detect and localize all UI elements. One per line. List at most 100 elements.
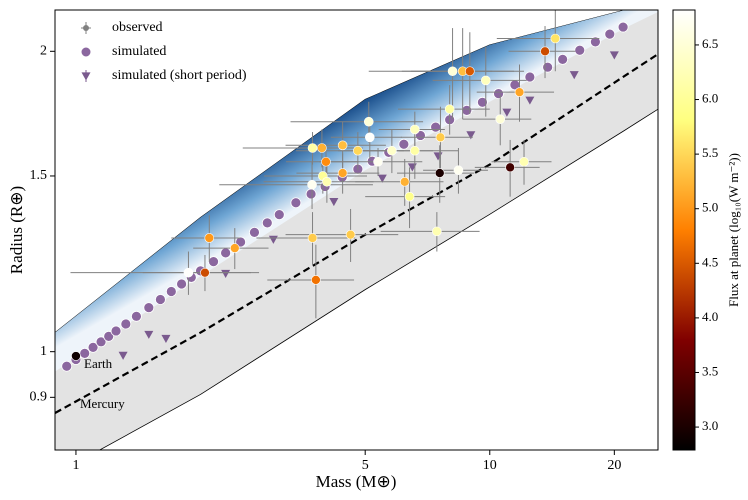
legend: observed simulated simulated (short period… <box>80 20 247 83</box>
colorbar-tick-label: 5.0 <box>702 200 718 215</box>
simulated-point <box>273 209 285 221</box>
observed-point <box>353 145 363 156</box>
simulated-point <box>261 217 273 229</box>
x-axis-label: Mass (M⊕) <box>316 472 397 491</box>
observed-point <box>317 143 327 153</box>
simulated-point <box>208 256 219 268</box>
short-period-point <box>525 96 535 105</box>
observed-point <box>229 243 240 253</box>
legend-label: simulated <box>112 44 166 59</box>
observed-point <box>387 145 397 156</box>
legend-label: simulated (short period) <box>112 68 247 83</box>
x-tick-label: 20 <box>607 458 621 473</box>
dashed-line <box>55 53 658 414</box>
simulated-point <box>477 96 488 108</box>
short-period-point <box>118 351 128 360</box>
short-period-point <box>221 269 231 279</box>
short-period-point <box>466 131 476 140</box>
simulated-point <box>249 226 260 238</box>
simulated-point <box>131 310 142 322</box>
legend-label: observed <box>112 20 163 35</box>
observed-point <box>345 229 356 240</box>
simulated-point <box>557 53 569 65</box>
annotation: Mercury <box>80 396 125 411</box>
observed-point <box>337 168 348 178</box>
simulated-point <box>524 71 536 83</box>
simulated-point <box>604 28 616 40</box>
simulated-point <box>110 325 122 337</box>
simulated-point <box>305 188 317 200</box>
short-period-point <box>377 174 387 183</box>
observed-point <box>307 179 317 190</box>
simulated-point <box>290 197 302 209</box>
simulated-point <box>61 360 73 372</box>
simulated-point <box>398 138 410 150</box>
observed-point <box>183 267 194 278</box>
short-period-point <box>144 330 154 339</box>
observed-point <box>365 132 375 143</box>
plot-area <box>55 10 658 450</box>
plot-frame <box>54 9 659 451</box>
observed-point <box>435 132 446 143</box>
short-period-point <box>569 71 579 80</box>
colorbar-tick-label: 6.0 <box>702 91 718 106</box>
simulated-point <box>176 278 187 290</box>
colorbar-tick-label: 4.0 <box>702 309 718 324</box>
y-tick-label: 2 <box>40 44 47 59</box>
observed-point <box>540 46 550 57</box>
observed-point <box>337 140 348 151</box>
y-tick-label: 1.5 <box>30 168 48 183</box>
colorbar-tick-label: 3.5 <box>702 363 718 378</box>
observed-point <box>432 226 442 237</box>
colorbar <box>672 9 696 451</box>
simulated-point <box>103 330 115 342</box>
simulated-point <box>165 286 177 297</box>
colorbar-tick-label: 5.5 <box>702 145 718 160</box>
colorbar-tick-label: 6.5 <box>702 36 718 51</box>
colorbar-tick-label: 4.5 <box>702 254 718 269</box>
observed-point <box>410 145 420 156</box>
x-tick-label: 10 <box>483 458 497 473</box>
observed-point <box>404 191 415 202</box>
y-tick-label: 1 <box>40 344 47 359</box>
observed-point <box>307 143 318 153</box>
short-period-point <box>502 108 512 117</box>
observed-point <box>453 165 464 176</box>
simulated-point <box>617 21 629 33</box>
simulated-point <box>220 247 232 259</box>
observed-point <box>465 66 475 77</box>
legend-marker <box>80 46 92 58</box>
observed-point <box>321 156 331 167</box>
simulated-point <box>461 105 473 116</box>
observed-point <box>495 114 506 124</box>
simulated-point <box>235 236 247 248</box>
simulated-point <box>493 88 504 100</box>
observed-point <box>444 104 455 114</box>
model-region <box>55 10 658 450</box>
observed-point <box>71 351 81 361</box>
observed-point <box>311 275 321 285</box>
observed-point <box>550 33 561 44</box>
observed-point <box>204 233 215 243</box>
observed-point <box>399 176 410 187</box>
simulated-point <box>542 61 554 73</box>
observed-point <box>363 116 374 127</box>
simulated-point <box>430 121 442 133</box>
colorbar-label: Flux at planet (log₁₀(W m⁻²)) <box>726 153 741 307</box>
observed-point <box>373 156 383 167</box>
simulated-point <box>95 336 107 348</box>
short-period-point <box>609 51 619 60</box>
observed-point <box>505 162 515 173</box>
region-edge <box>98 108 658 450</box>
simulated-point <box>590 36 601 48</box>
observed-point <box>480 75 491 86</box>
simulated-point <box>155 294 166 305</box>
observed-point <box>514 87 525 97</box>
y-tick-label: 0.9 <box>30 390 48 405</box>
x-tick-label: 1 <box>72 458 79 473</box>
x-tick-label: 5 <box>362 458 369 473</box>
observed-point <box>200 267 210 278</box>
simulated-point <box>87 341 99 353</box>
annotation: Earth <box>84 356 113 371</box>
